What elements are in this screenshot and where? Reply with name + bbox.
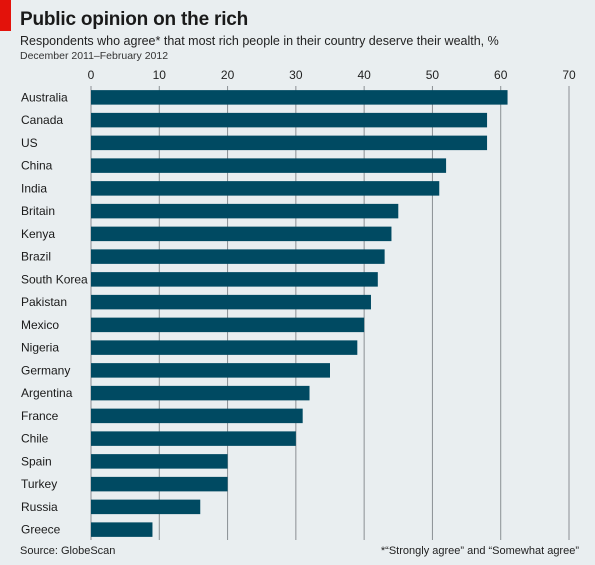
- bar: [91, 249, 385, 264]
- category-label: Canada: [21, 113, 63, 127]
- x-tick-label: 30: [289, 68, 303, 82]
- bar: [91, 431, 296, 446]
- x-tick-label: 70: [562, 68, 576, 82]
- x-tick-label: 60: [494, 68, 508, 82]
- category-label: Russia: [21, 500, 58, 514]
- x-tick-label: 20: [221, 68, 235, 82]
- bar: [91, 90, 508, 105]
- bar: [91, 158, 447, 173]
- x-tick-label: 50: [426, 68, 440, 82]
- bar: [91, 522, 153, 537]
- bar: [91, 499, 201, 515]
- brand-accent-tag: [0, 0, 11, 31]
- bar: [91, 272, 378, 287]
- category-label: Britain: [21, 204, 55, 218]
- category-label: Spain: [21, 454, 52, 468]
- x-tick-label: 40: [357, 68, 371, 82]
- bar: [91, 363, 330, 378]
- category-label: Turkey: [21, 477, 57, 491]
- source-note: Source: GlobeScan: [20, 545, 116, 557]
- x-tick-label: 10: [153, 68, 167, 82]
- category-label: Mexico: [21, 318, 59, 332]
- category-label: Kenya: [21, 227, 55, 241]
- chart-subtitle: Respondents who agree* that most rich pe…: [20, 34, 499, 48]
- bar: [91, 408, 303, 424]
- bar: [91, 385, 310, 401]
- category-label: Greece: [21, 523, 61, 537]
- category-label: South Korea: [21, 272, 88, 286]
- bar: [91, 454, 228, 469]
- category-label: US: [21, 136, 38, 150]
- bar: [91, 226, 392, 242]
- category-label: China: [21, 159, 53, 173]
- bar: [91, 181, 440, 196]
- category-label: Brazil: [21, 250, 51, 264]
- category-label: Germany: [21, 363, 70, 377]
- category-label: Australia: [21, 90, 68, 104]
- category-label: Pakistan: [21, 295, 67, 309]
- bar: [91, 112, 488, 128]
- category-label: Argentina: [21, 386, 73, 400]
- bar: [91, 317, 365, 333]
- bar: [91, 476, 228, 492]
- x-tick-label: 0: [88, 68, 95, 82]
- bar: [91, 340, 358, 355]
- category-label: Nigeria: [21, 341, 59, 355]
- footnote: *“Strongly agree” and “Somewhat agree”: [380, 545, 579, 557]
- chart-title: Public opinion on the rich: [20, 9, 249, 30]
- category-label: Chile: [21, 432, 49, 446]
- chart-period: December 2011–February 2012: [20, 50, 169, 62]
- category-label: France: [21, 409, 59, 423]
- bar: [91, 294, 371, 310]
- bar: [91, 203, 399, 219]
- bar: [91, 135, 488, 151]
- category-label: India: [21, 181, 47, 195]
